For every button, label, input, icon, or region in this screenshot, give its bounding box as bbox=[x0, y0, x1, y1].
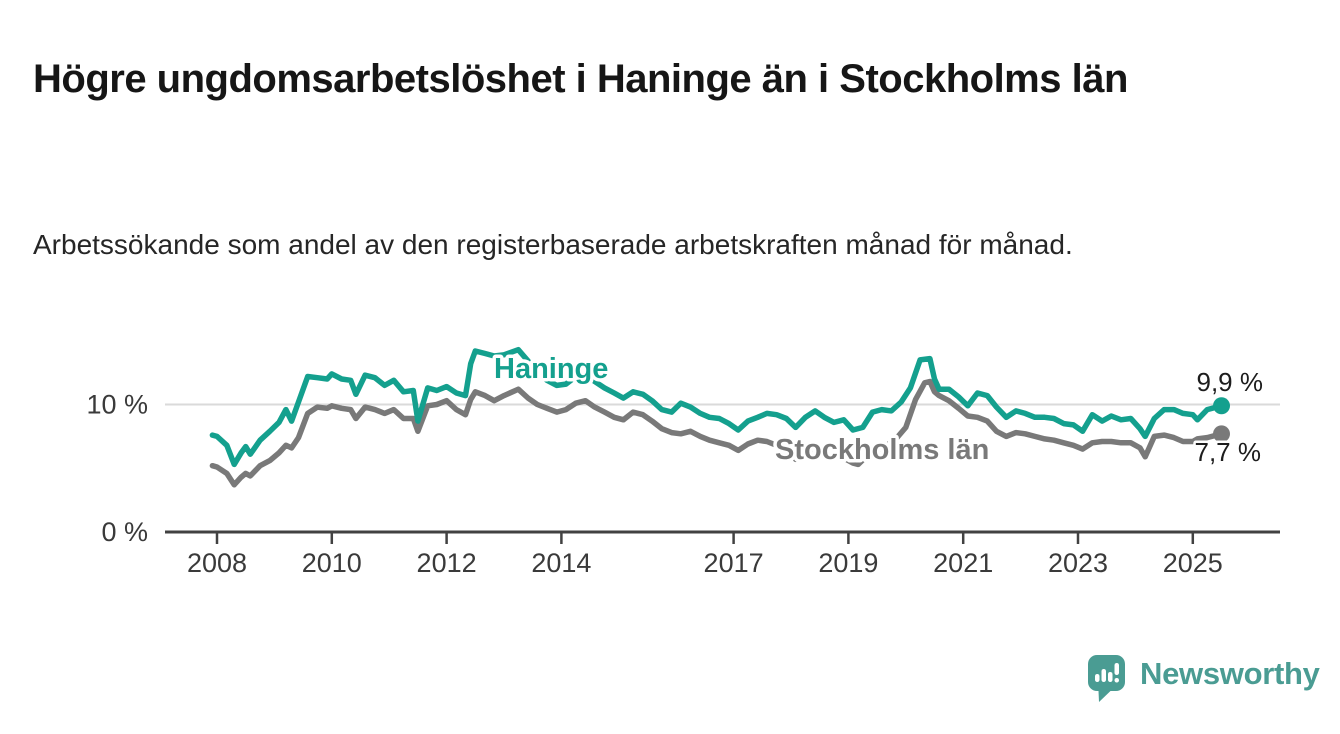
series-end-label-stockholms-l-n: 7,7 % bbox=[1195, 437, 1262, 467]
x-tick-label-2012: 2012 bbox=[417, 548, 477, 578]
y-axis-label-10: 10 % bbox=[86, 390, 148, 420]
x-tick-label-2014: 2014 bbox=[531, 548, 591, 578]
brand-name: Newsworthy bbox=[1140, 656, 1320, 691]
chart-subtitle: Arbetssökande som andel av den registerb… bbox=[33, 229, 1073, 260]
x-tick-label-2008: 2008 bbox=[187, 548, 247, 578]
newsworthy-logo: Newsworthy bbox=[1088, 655, 1320, 702]
page-title: Högre ungdomsarbetslöshet i Haninge än i… bbox=[33, 56, 1128, 101]
x-tick-label-2017: 2017 bbox=[704, 548, 764, 578]
series-label-stockholms-l-n: Stockholms län bbox=[775, 434, 989, 466]
y-axis-label-0: 0 % bbox=[101, 517, 148, 547]
series-line-stockholms-l-n bbox=[209, 378, 1225, 488]
series-end-dot-stockholms-l-n bbox=[1213, 425, 1230, 443]
series-line-haninge bbox=[209, 346, 1225, 468]
bar-chart-speech-bubble-icon bbox=[1088, 655, 1125, 702]
x-tick-label-2025: 2025 bbox=[1163, 548, 1223, 578]
x-tick-label-2010: 2010 bbox=[302, 548, 362, 578]
x-tick-label-2023: 2023 bbox=[1048, 548, 1108, 578]
series-end-label-haninge: 9,9 % bbox=[1197, 367, 1264, 397]
x-tick-label-2019: 2019 bbox=[818, 548, 878, 578]
series-end-dot-haninge bbox=[1213, 397, 1230, 415]
series-label-haninge: Haninge bbox=[494, 353, 608, 385]
x-tick-label-2021: 2021 bbox=[933, 548, 993, 578]
